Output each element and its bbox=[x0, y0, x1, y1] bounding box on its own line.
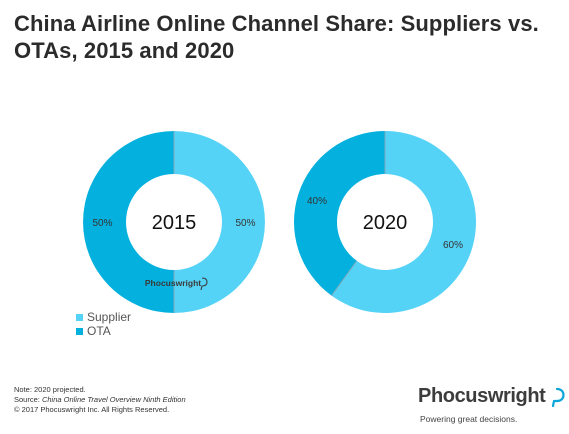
slice-label-supplier-2020: 60% bbox=[443, 240, 463, 251]
footer-note: Note: 2020 projected. bbox=[14, 385, 86, 394]
legend-label-ota: OTA bbox=[87, 323, 111, 338]
donut-slice-supplier-2015 bbox=[174, 131, 265, 313]
donut-2020: 60% 40% 2020 bbox=[294, 131, 476, 313]
footer-copyright: © 2017 Phocuswright Inc. All Rights Rese… bbox=[14, 405, 170, 414]
chart-title: China Airline Online Channel Share: Supp… bbox=[14, 11, 539, 63]
footer: Note: 2020 projected. Source: China Onli… bbox=[14, 385, 186, 415]
watermark-logo-text: Phocuswright bbox=[145, 278, 201, 288]
watermark-bubble-icon bbox=[200, 277, 208, 291]
slice-label-supplier-2015: 50% bbox=[235, 218, 255, 229]
legend-item-ota: OTA bbox=[76, 324, 131, 338]
slice-label-ota-2020: 40% bbox=[307, 196, 327, 207]
legend-label-supplier: Supplier bbox=[87, 309, 132, 324]
donut-center-label: 2015 bbox=[152, 212, 197, 234]
donut-slice-ota-2015 bbox=[83, 131, 174, 313]
legend: Supplier OTA bbox=[76, 310, 131, 338]
donut-slice-ota-2020 bbox=[294, 131, 385, 296]
footer-source-title: China Online Travel Overview Ninth Editi… bbox=[41, 395, 186, 404]
donut-center-label: 2020 bbox=[363, 212, 408, 234]
footer-source: Source: China Online Travel Overview Nin… bbox=[14, 395, 186, 405]
donut-slice-supplier-2020 bbox=[331, 131, 476, 313]
speech-bubble-icon bbox=[551, 387, 565, 408]
legend-item-supplier: Supplier bbox=[76, 310, 131, 324]
brand-tagline: Powering great decisions. bbox=[420, 414, 518, 424]
legend-swatch-supplier bbox=[76, 313, 83, 321]
slice-divider bbox=[331, 260, 358, 296]
legend-swatch-ota bbox=[76, 327, 83, 335]
brand-logo: Phocuswright Powering great decisions. bbox=[418, 385, 568, 425]
brand-name: Phocuswright bbox=[418, 385, 546, 407]
footer-source-prefix: Source: bbox=[14, 395, 42, 404]
slice-label-ota-2015: 50% bbox=[92, 218, 112, 229]
donut-2015: 50% 50% 2015 Phocuswright bbox=[83, 131, 265, 313]
